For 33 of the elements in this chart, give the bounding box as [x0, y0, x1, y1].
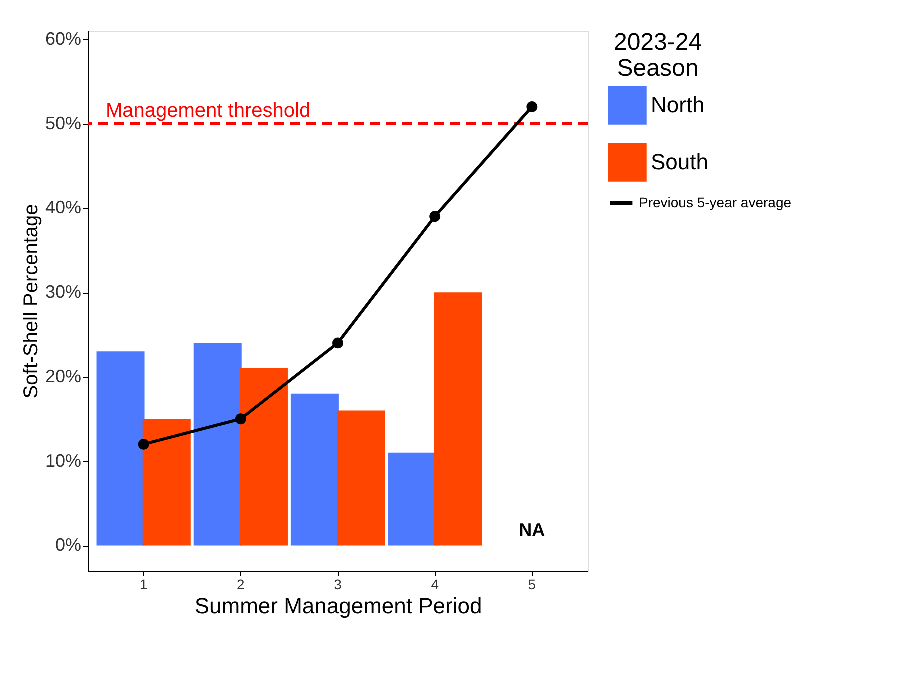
bar — [434, 292, 482, 546]
bar — [337, 410, 386, 546]
bar — [388, 452, 436, 546]
y-axis-title: Soft-Shell Percentage — [20, 204, 42, 399]
y-tick-label: 40% — [45, 198, 82, 218]
point — [430, 211, 441, 222]
bar — [290, 394, 339, 546]
y-tick-label: 0% — [55, 535, 82, 556]
y-tick-label: 30% — [45, 282, 82, 302]
x-tick-label: 2 — [237, 576, 246, 592]
point — [526, 101, 538, 112]
ref-line-label: Management threshold — [106, 100, 311, 122]
x-axis-title: Summer Management Period — [194, 594, 482, 618]
legend-title: 2023-24 Season — [614, 29, 702, 82]
y-tick-label: 60% — [45, 28, 82, 49]
legend-label: Previous 5-year average — [639, 194, 792, 210]
y-tick-label: 10% — [45, 450, 82, 471]
x-tick-label: 4 — [431, 576, 440, 592]
legend-label: South — [651, 150, 708, 174]
y-tick-label: 50% — [45, 113, 82, 134]
bar — [240, 368, 288, 546]
point — [332, 338, 344, 349]
bar — [142, 419, 191, 546]
point — [235, 414, 246, 425]
point — [138, 438, 150, 450]
bar — [96, 352, 145, 546]
x-tick-label: 5 — [528, 576, 536, 592]
x-tick-label: 1 — [140, 576, 148, 592]
bar — [194, 343, 242, 546]
annotation: NA — [519, 520, 546, 540]
legend-label: North — [651, 92, 705, 118]
y-tick-label: 20% — [45, 366, 82, 386]
x-tick-label: 3 — [334, 576, 342, 592]
